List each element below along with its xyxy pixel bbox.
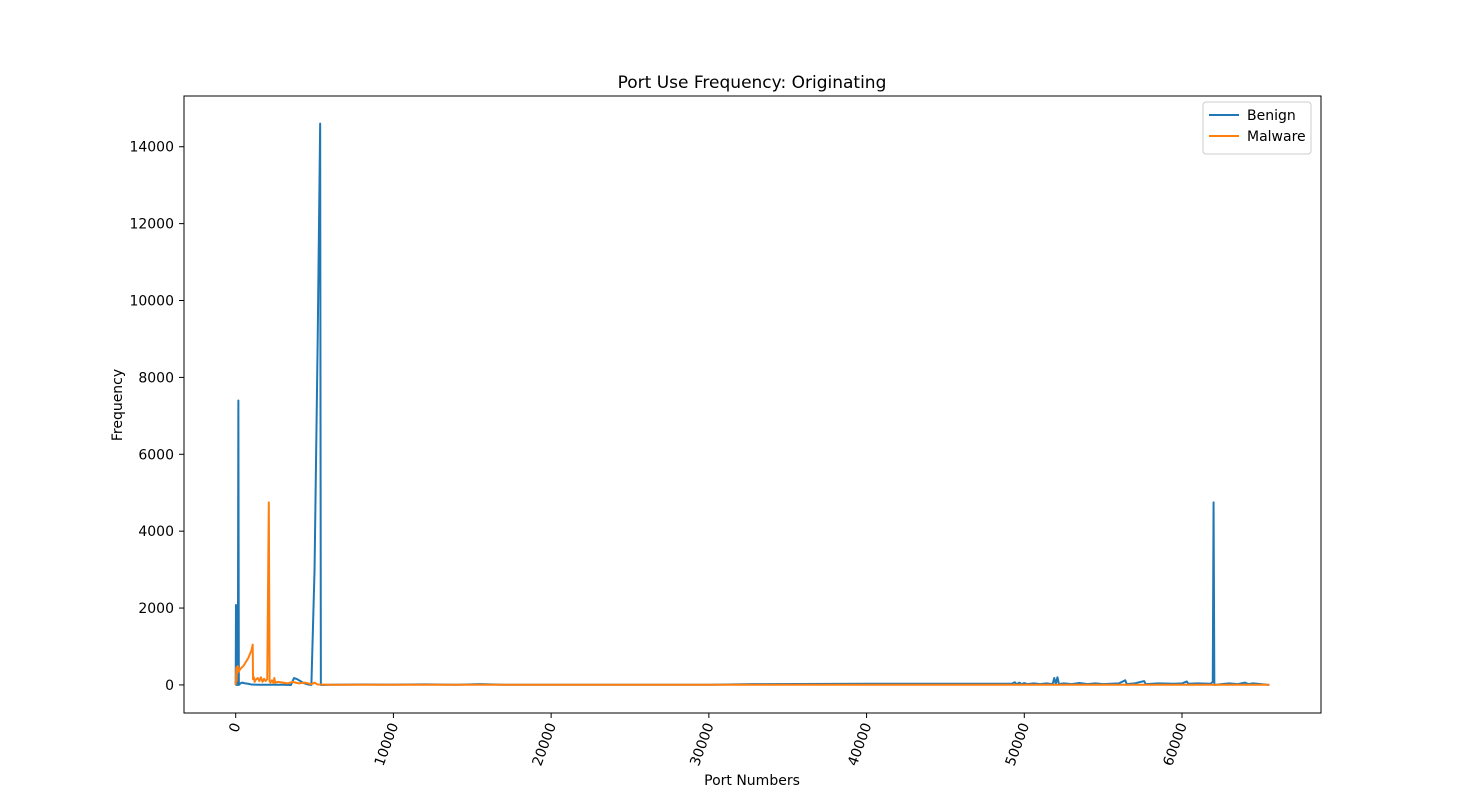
legend-label-malware: Malware [1247, 129, 1306, 145]
x-axis-title: Port Numbers [704, 773, 800, 789]
plot-frame [183, 95, 1322, 714]
y-tick-label: 10000 [129, 294, 174, 310]
y-tick-label: 2000 [138, 601, 174, 617]
y-tick-label: 6000 [138, 447, 174, 463]
legend: Benign Malware [1202, 101, 1312, 155]
y-axis: 0 2000 4000 6000 8000 10000 12000 14000 [129, 140, 184, 694]
legend-label-benign: Benign [1247, 108, 1296, 124]
y-tick-label: 8000 [138, 370, 174, 386]
series-line-benign [234, 122, 1270, 686]
y-axis-title: Frequency [110, 369, 126, 441]
series-line-malware [234, 501, 1270, 686]
series-layer [234, 122, 1270, 686]
y-tick-label: 4000 [138, 524, 174, 540]
y-tick-label: 14000 [129, 140, 174, 156]
y-tick-label: 12000 [129, 217, 174, 233]
chart-title: Port Use Frequency: Originating [618, 73, 887, 93]
y-tick-label: 0 [165, 678, 174, 694]
